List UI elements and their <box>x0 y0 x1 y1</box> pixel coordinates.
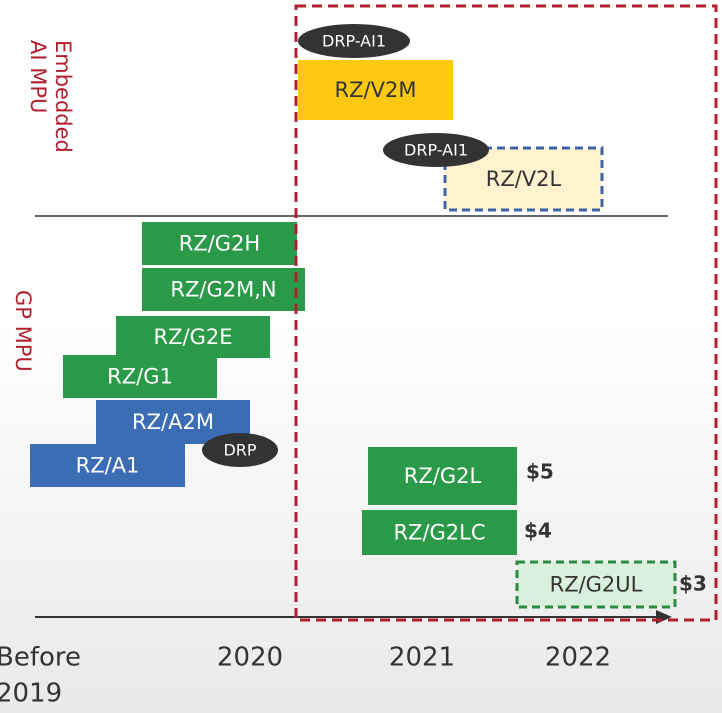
badge <box>202 433 278 467</box>
product-label: RZ/G2L <box>404 464 482 488</box>
product-box <box>142 268 305 311</box>
timeline-label: 2021 <box>389 643 455 673</box>
product-label: RZ/G2UL <box>550 573 643 597</box>
product-label: RZ/G2E <box>154 325 233 349</box>
price: $4 <box>524 519 552 543</box>
badge-label: DRP <box>223 441 256 460</box>
badge-label: DRP-AI1 <box>322 32 386 51</box>
price: $5 <box>526 460 554 484</box>
timeline-label: 2022 <box>545 643 611 673</box>
product-label: RZ/G2LC <box>393 521 485 545</box>
section-label: GP MPU <box>11 290 35 372</box>
product-box <box>116 316 270 358</box>
product-box <box>298 60 453 120</box>
timeline-label: 2019 <box>0 679 62 709</box>
product-box <box>362 510 517 555</box>
product-box <box>30 444 185 487</box>
product-box <box>368 447 517 505</box>
badge-label: DRP-AI1 <box>404 141 468 160</box>
section-label: Embedded <box>51 40 75 153</box>
badge <box>383 133 489 167</box>
product-box <box>63 355 217 398</box>
section-label: AI MPU <box>26 40 50 113</box>
timeline-label: 2020 <box>217 643 283 673</box>
highlight-frame <box>294 4 718 622</box>
timeline-label: Before <box>0 643 81 673</box>
product-label: RZ/V2L <box>486 167 562 191</box>
product-label: RZ/G2H <box>179 232 260 256</box>
badge <box>298 24 410 58</box>
product-label: RZ/V2M <box>335 78 417 102</box>
product-box <box>515 560 677 609</box>
product-box <box>142 222 297 265</box>
product-label: RZ/A2M <box>132 410 214 434</box>
price: $3 <box>679 572 707 596</box>
product-label: RZ/A1 <box>76 454 140 478</box>
product-label: RZ/G1 <box>107 365 173 389</box>
product-label: RZ/G2M,N <box>170 278 276 302</box>
